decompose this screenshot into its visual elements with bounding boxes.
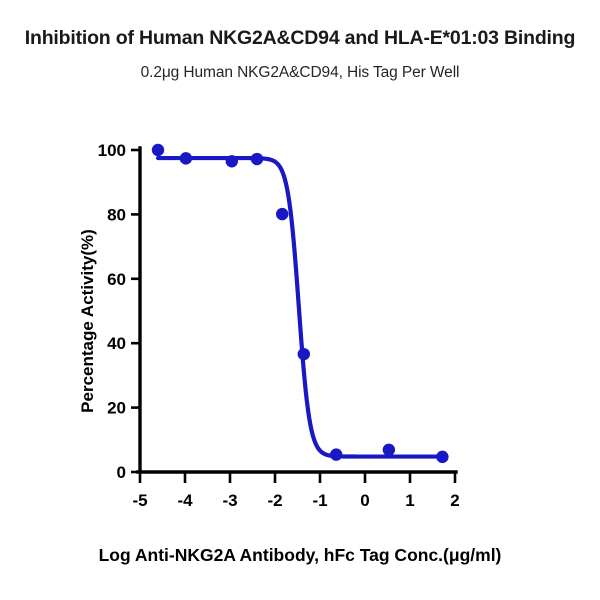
data-point-markers [151, 143, 449, 464]
data-point [151, 143, 165, 157]
x-tick-label: -4 [177, 491, 193, 510]
x-axis-title: Log Anti-NKG2A Antibody, hFc Tag Conc.(μ… [98, 545, 502, 565]
y-tick-label: 0 [117, 463, 126, 482]
y-axis-title: Percentage Activity(%) [78, 229, 97, 413]
data-point [297, 347, 310, 361]
y-tick-label: 40 [107, 334, 126, 353]
x-tick-label: -3 [222, 491, 237, 510]
data-point [330, 448, 343, 461]
data-point [382, 443, 396, 456]
fit-curve [155, 155, 445, 459]
y-tick-label: 100 [98, 141, 126, 160]
data-point [179, 152, 193, 165]
data-point [436, 450, 449, 464]
y-axis-ticks: 0 20 40 60 80 100 [98, 141, 140, 482]
x-tick-label: -5 [132, 491, 147, 510]
x-axis-ticks: -5 -4 -3 -2 -1 0 1 2 [132, 472, 460, 510]
x-tick-label: 0 [360, 491, 369, 510]
chart-subtitle: 0.2μg Human NKG2A&CD94, His Tag Per Well [140, 64, 460, 81]
y-tick-label: 20 [107, 399, 126, 418]
data-point [250, 152, 264, 166]
y-tick-label: 60 [107, 270, 126, 289]
x-tick-label: -2 [267, 491, 282, 510]
data-point [225, 155, 238, 168]
x-tick-label: -1 [312, 491, 327, 510]
x-tick-label: 2 [450, 491, 459, 510]
y-tick-label: 80 [107, 205, 126, 224]
data-point [276, 207, 289, 221]
x-tick-label: 1 [405, 491, 414, 510]
chart-title: Inhibition of Human NKG2A&CD94 and HLA-E… [24, 27, 576, 49]
